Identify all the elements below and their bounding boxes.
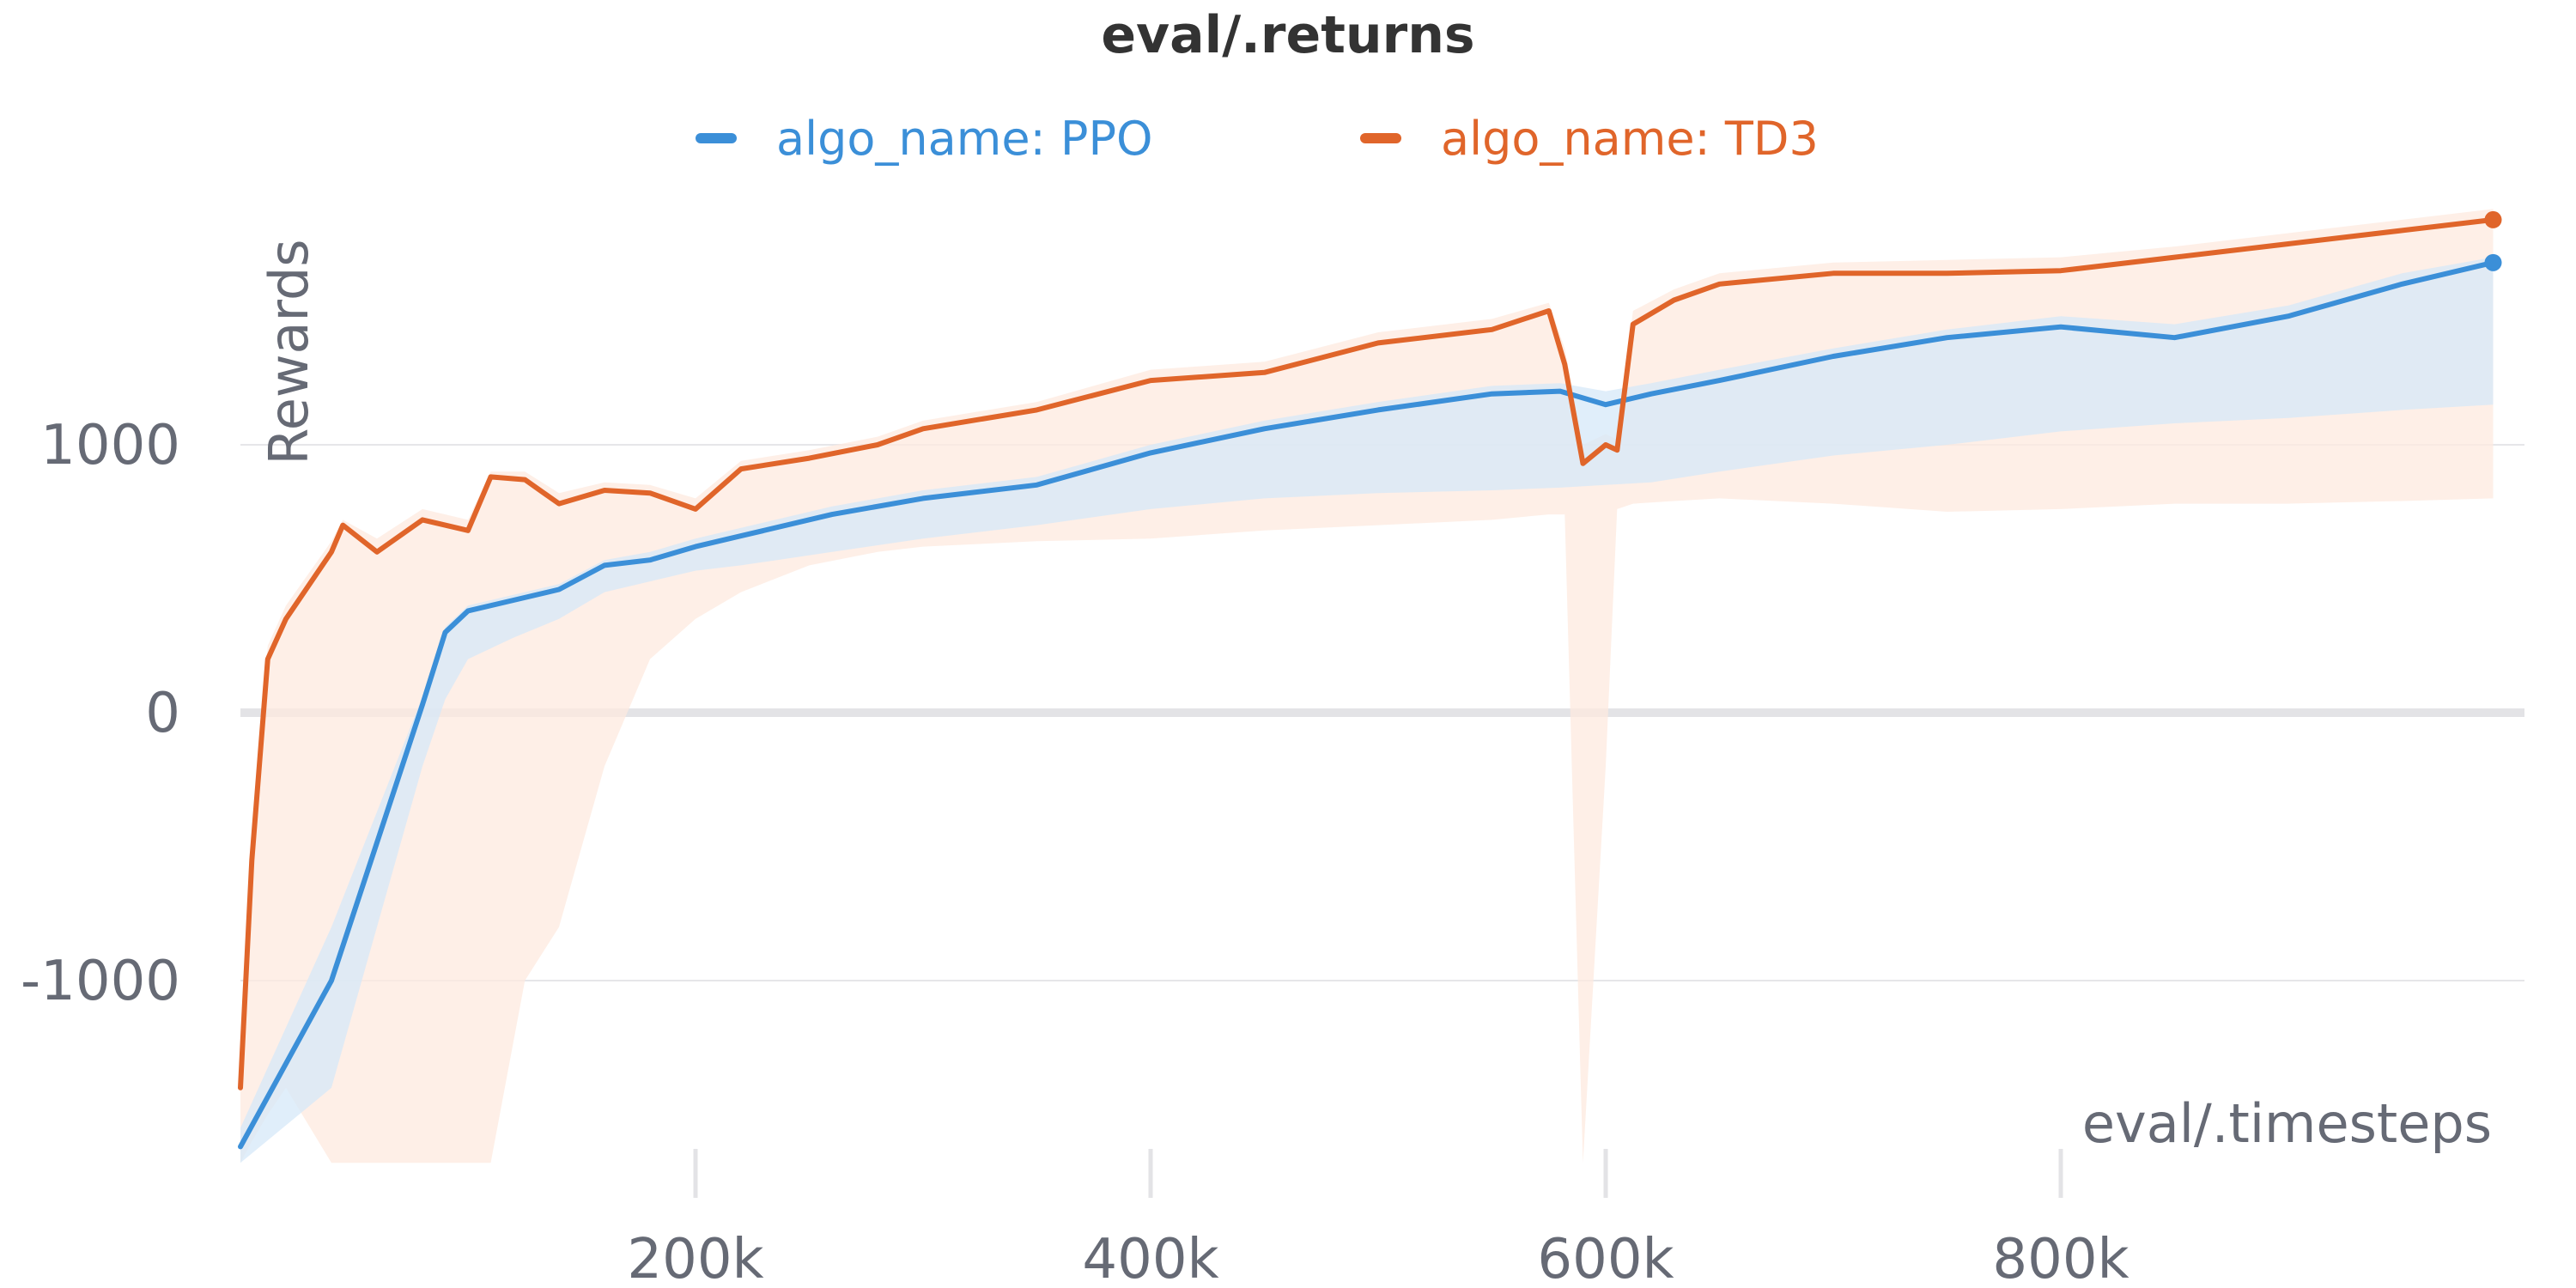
legend-label-ppo: algo_name: PPO	[776, 111, 1153, 166]
line-layer	[238, 210, 2502, 1150]
legend-swatch-td3	[1360, 133, 1401, 143]
x-tick-label: 200k	[627, 1228, 763, 1288]
ppo-confidence-band	[240, 257, 2494, 1163]
legend-item-td3[interactable]: algo_name: TD3	[1360, 108, 1819, 168]
band-layer	[240, 209, 2494, 1163]
legend-swatch-ppo	[696, 133, 737, 143]
td3-series-line	[238, 216, 2496, 1091]
x-tick-label: 800k	[1992, 1228, 2129, 1288]
td3-end-marker	[2484, 210, 2502, 228]
x-tick-label: 600k	[1537, 1228, 1674, 1288]
td3-confidence-band	[240, 209, 2494, 1163]
chart-title: eval/.returns	[1101, 5, 1475, 65]
y-axis-label: Rewards	[258, 239, 320, 465]
y-tick-label: 0	[145, 682, 180, 745]
legend-label-td3: algo_name: TD3	[1441, 111, 1819, 166]
x-tick-label: 400k	[1082, 1228, 1218, 1288]
y-tick-label: -1000	[21, 950, 180, 1013]
y-tick-label: 1000	[40, 414, 180, 477]
ppo-end-marker	[2484, 253, 2502, 271]
legend-item-ppo[interactable]: algo_name: PPO	[696, 108, 1153, 168]
x-axis-label: eval/.timesteps	[2082, 1092, 2492, 1155]
ppo-series-line	[238, 259, 2496, 1150]
tick-layer: -1000 0 1000 200k 400k 600k 800k	[21, 414, 2129, 1288]
